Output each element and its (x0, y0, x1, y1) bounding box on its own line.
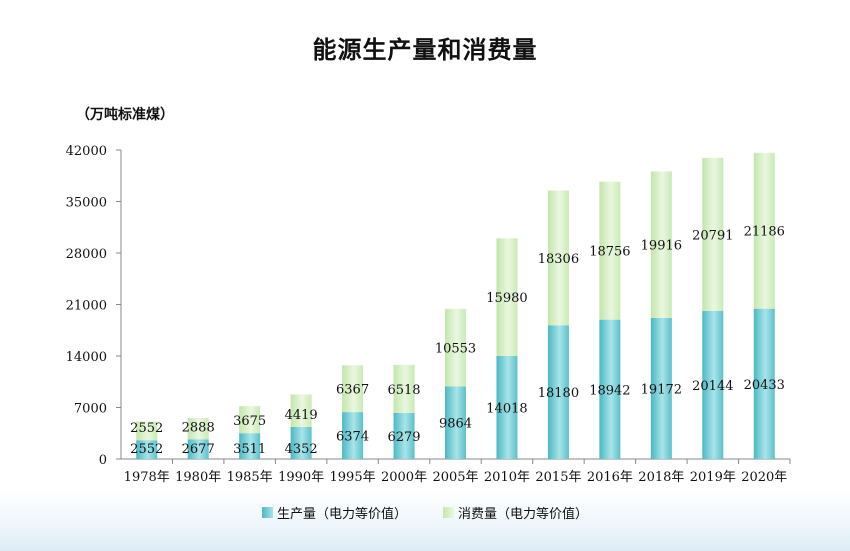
bar-production (547, 325, 569, 459)
data-label-production: 6279 (387, 430, 420, 445)
x-tick-label: 2016年 (587, 470, 633, 485)
y-tick-label: 28000 (66, 247, 107, 262)
x-tick-label: 1995年 (330, 470, 376, 485)
bar-consumption (393, 364, 415, 413)
data-label-consumption: 15980 (486, 291, 527, 306)
data-label-production: 18942 (589, 383, 630, 398)
data-label-production: 4352 (285, 442, 318, 457)
data-label-consumption: 10553 (435, 342, 476, 357)
data-label-consumption: 4419 (285, 408, 318, 423)
chart-title: 能源生产量和消费量 (312, 36, 538, 64)
bar-consumption (496, 238, 518, 356)
data-label-production: 6374 (336, 430, 369, 445)
y-tick-label: 14000 (66, 350, 107, 365)
y-tick-label: 35000 (66, 196, 107, 211)
bar-consumption (136, 421, 158, 441)
bar-production (496, 355, 518, 459)
bar-consumption (239, 406, 261, 434)
background-wave (0, 491, 850, 551)
data-label-production: 14018 (486, 401, 527, 416)
x-tick-label: 2010年 (484, 470, 530, 485)
x-tick-label: 2020年 (741, 470, 787, 485)
data-label-production: 2677 (182, 442, 215, 457)
legend-item-consumption: 消费量（电力等价值） (443, 503, 588, 522)
data-label-consumption: 19916 (641, 239, 682, 254)
bar-consumption (445, 308, 466, 387)
y-tick-label: 21000 (66, 299, 107, 314)
data-label-production: 20433 (744, 378, 785, 393)
bar-production (393, 412, 415, 459)
data-label-consumption: 18306 (538, 252, 579, 267)
x-tick-label: 2018年 (638, 470, 684, 485)
bar-production (445, 386, 466, 459)
bar-production (239, 433, 261, 459)
data-label-production: 2552 (130, 442, 163, 457)
data-label-production: 18180 (538, 386, 579, 401)
y-tick-label: 0 (99, 453, 107, 468)
legend-item-production: 生产量（电力等价值） (261, 503, 407, 522)
x-tick-label: 1990年 (278, 470, 324, 485)
legend-label-consumption: 消费量（电力等价值） (458, 507, 589, 522)
x-tick-label: 1978年 (124, 470, 170, 485)
legend-swatch-consumption (443, 507, 454, 518)
data-label-consumption: 2888 (182, 420, 215, 435)
bar-consumption (547, 190, 569, 326)
bar-consumption (599, 181, 621, 320)
bar-production (599, 319, 621, 459)
x-tick-label: 1980年 (175, 470, 221, 485)
legend: 生产量（电力等价值） 消费量（电力等价值） (0, 503, 850, 522)
x-tick-label: 2000年 (381, 470, 427, 485)
bar-production (290, 426, 312, 459)
legend-label-production: 生产量（电力等价值） (276, 507, 407, 522)
bar-consumption (187, 418, 209, 440)
data-label-production: 3511 (233, 442, 266, 457)
bar-production (342, 412, 364, 459)
y-tick-label: 7000 (74, 402, 107, 417)
x-tick-label: 2019年 (690, 470, 736, 485)
x-tick-label: 2005年 (432, 470, 478, 485)
y-axis-unit-label: （万吨标准煤） (76, 107, 174, 123)
data-label-production: 19172 (641, 382, 682, 397)
bar-production (650, 317, 672, 459)
bar-production (187, 439, 209, 459)
bar-production (702, 310, 724, 459)
bar-production (136, 440, 158, 459)
data-label-consumption: 2552 (130, 421, 163, 436)
bar-consumption (290, 394, 312, 427)
data-label-consumption: 20791 (692, 228, 733, 243)
bar-consumption (702, 157, 724, 311)
data-label-consumption: 6367 (336, 383, 369, 398)
data-label-production: 9864 (439, 417, 472, 432)
data-label-consumption: 21186 (744, 225, 785, 240)
bar-production (753, 308, 775, 459)
data-label-consumption: 6518 (387, 383, 420, 398)
legend-swatch-production (261, 507, 273, 518)
data-label-consumption: 18756 (589, 245, 630, 260)
y-tick-label: 42000 (66, 144, 107, 159)
x-tick-label: 1985年 (227, 470, 273, 485)
bar-consumption (342, 365, 364, 413)
x-tick-label: 2015年 (535, 470, 581, 485)
data-label-consumption: 3675 (233, 414, 266, 429)
data-label-production: 20144 (692, 379, 733, 394)
bar-consumption (650, 171, 672, 318)
bar-consumption (753, 152, 775, 309)
